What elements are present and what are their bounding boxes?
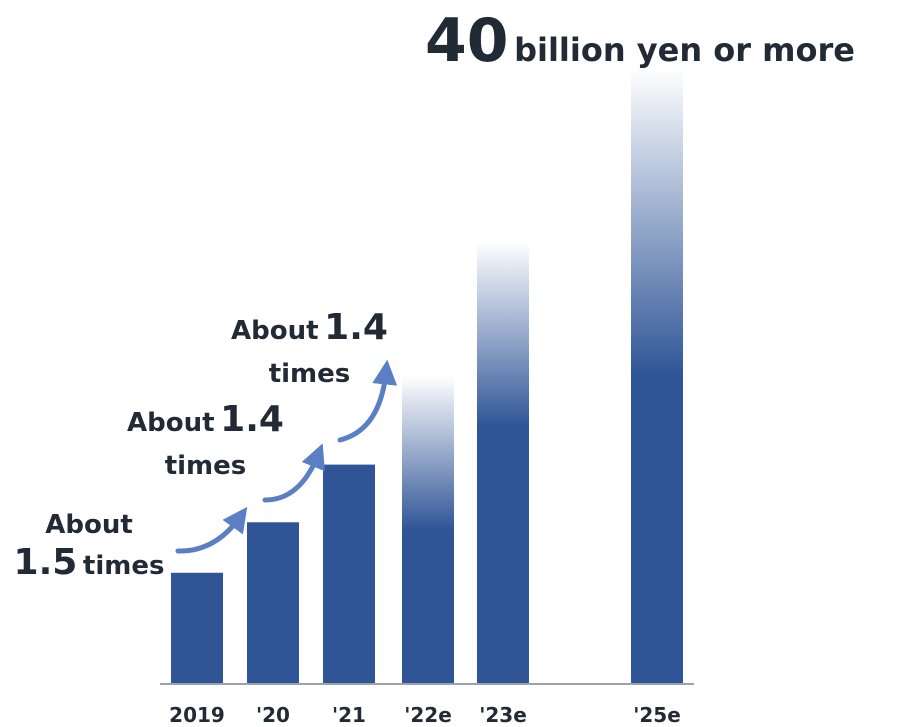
- growth-arrow-2: [262, 443, 325, 503]
- bar-20: [247, 522, 299, 684]
- growth-prefix: About: [127, 408, 215, 438]
- growth-label-2019-20: About 1.5 times: [10, 506, 168, 588]
- bar-25e: [631, 68, 683, 684]
- growth-arrow-1: [175, 506, 248, 554]
- growth-arrow-3: [337, 359, 398, 443]
- x-tick-label: '23e: [479, 703, 527, 727]
- bar-23e: [477, 241, 529, 684]
- headline-label: 40 billion yen or more: [425, 6, 855, 76]
- bar-22e: [402, 376, 454, 684]
- growth-suffix: times: [164, 451, 247, 481]
- growth-value: 1.4: [220, 399, 284, 440]
- headline-unit: billion yen or more: [514, 31, 855, 69]
- growth-value: 1.4: [324, 307, 388, 348]
- x-tick-label: 2019: [169, 703, 225, 727]
- bar-2019: [171, 572, 223, 684]
- x-tick-label: '22e: [404, 703, 452, 727]
- x-tick-label: '21: [332, 703, 366, 727]
- growth-value: 1.5: [13, 542, 78, 583]
- growth-suffix: times: [82, 551, 165, 581]
- x-tick-label: '20: [256, 703, 290, 727]
- growth-label-21-22e: About 1.4 times: [222, 308, 397, 394]
- x-tick-label: '25e: [633, 703, 681, 727]
- headline-value: 40: [425, 6, 509, 76]
- growth-prefix: About: [45, 510, 133, 540]
- bar-21: [323, 464, 375, 684]
- growth-label-20-21: About 1.4 times: [118, 400, 293, 486]
- growth-prefix: About: [231, 316, 319, 346]
- growth-suffix: times: [268, 359, 351, 389]
